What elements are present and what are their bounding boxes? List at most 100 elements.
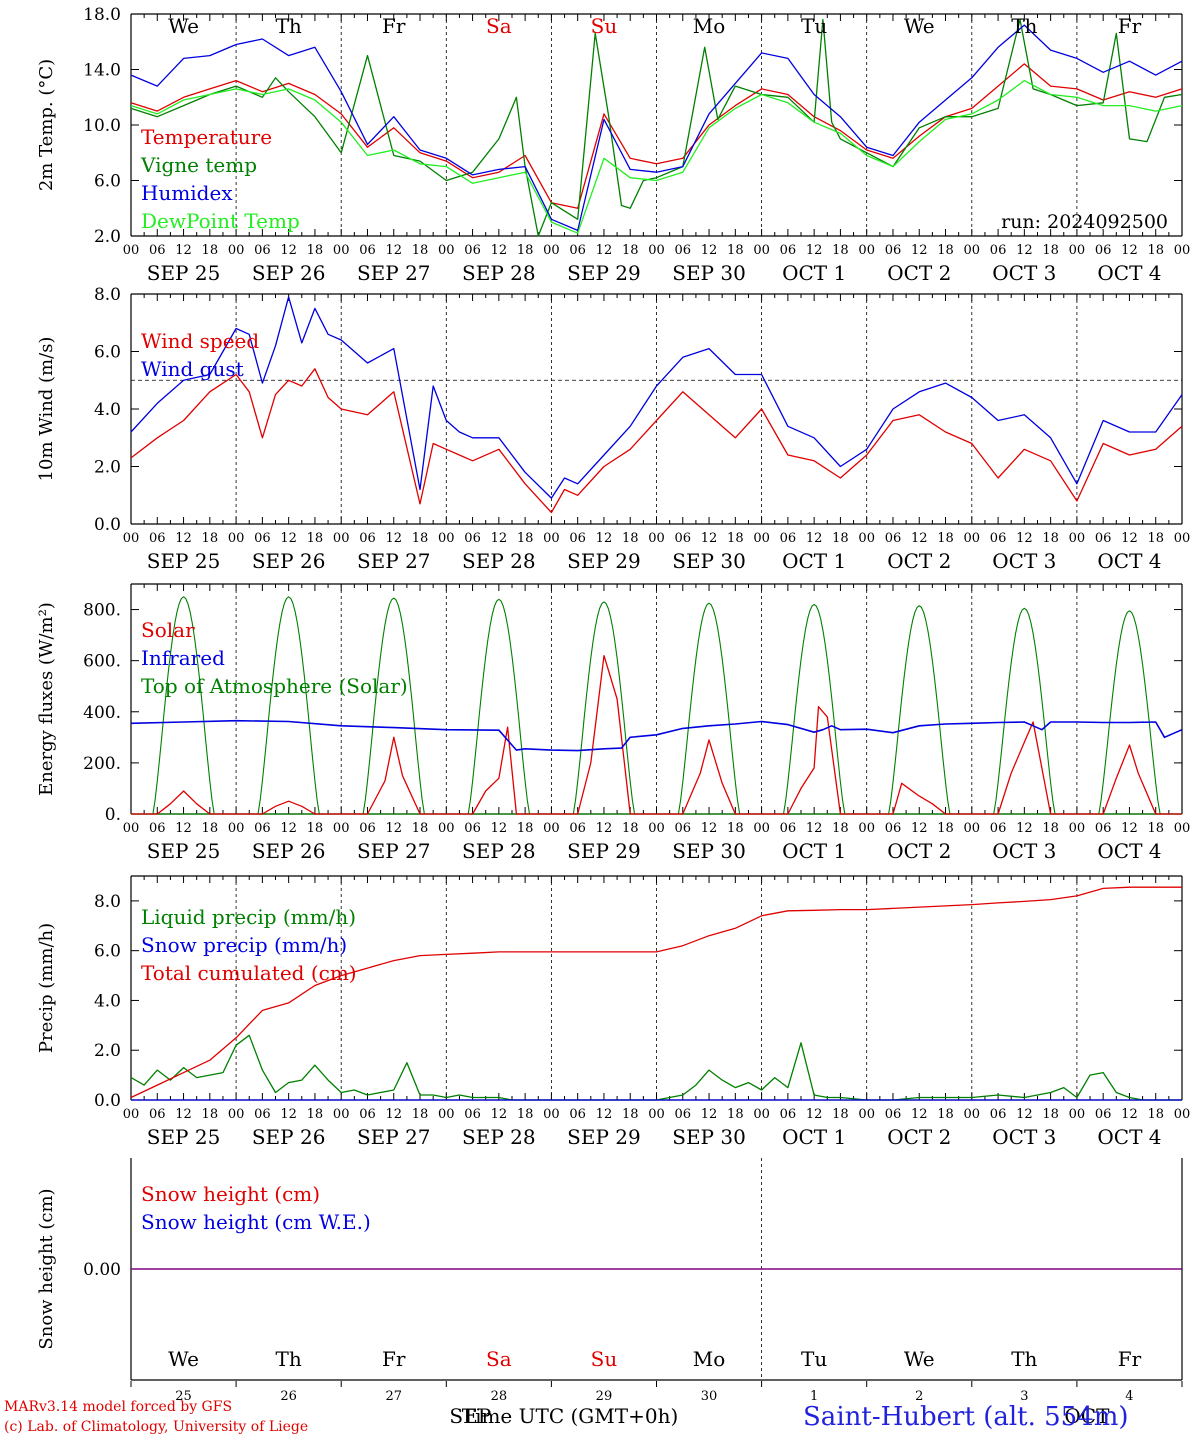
wind-hour-label: 18 bbox=[1042, 531, 1059, 546]
temp-weekday-label: Th bbox=[1011, 14, 1037, 38]
temp-y-axis-label: 2m Temp. (°C) bbox=[36, 59, 57, 191]
wind-hour-label: 18 bbox=[622, 531, 639, 546]
flux-hour-label: 00 bbox=[438, 821, 455, 836]
precip-hour-label: 12 bbox=[175, 1107, 192, 1122]
temp-weekday-label: We bbox=[904, 14, 935, 38]
precip-hour-label: 06 bbox=[569, 1107, 586, 1122]
wind-hour-label: 12 bbox=[280, 531, 297, 546]
precip-hour-label: 00 bbox=[648, 1107, 665, 1122]
temp-date-label: OCT 3 bbox=[992, 261, 1056, 285]
flux-hour-label: 00 bbox=[964, 821, 981, 836]
wind-hour-label: 06 bbox=[990, 531, 1007, 546]
flux-y-tick-label: 600. bbox=[83, 652, 121, 672]
temp-hour-label: 00 bbox=[543, 243, 560, 258]
flux-hour-label: 06 bbox=[359, 821, 376, 836]
flux-hour-label: 00 bbox=[648, 821, 665, 836]
flux-hour-label: 18 bbox=[1147, 821, 1164, 836]
snow-day-number: 29 bbox=[596, 1389, 613, 1404]
temp-y-tick-label: 10.0 bbox=[83, 116, 121, 136]
flux-hour-label: 18 bbox=[832, 821, 849, 836]
temp-hour-label: 00 bbox=[1069, 243, 1086, 258]
flux-hour-label: 00 bbox=[543, 821, 560, 836]
wind-hour-label: 00 bbox=[858, 531, 875, 546]
flux-hour-label: 00 bbox=[1069, 821, 1086, 836]
wind-hour-label: 18 bbox=[1147, 531, 1164, 546]
precip-date-label: SEP 25 bbox=[147, 1125, 221, 1149]
wind-hour-label: 00 bbox=[123, 531, 140, 546]
precip-hour-label: 00 bbox=[333, 1107, 350, 1122]
precip-hour-label: 00 bbox=[543, 1107, 560, 1122]
temp-series-dewpoint-temp bbox=[130, 79, 1183, 234]
temp-hour-label: 06 bbox=[569, 243, 586, 258]
wind-hour-label: 00 bbox=[228, 531, 245, 546]
flux-date-label: SEP 30 bbox=[672, 839, 746, 863]
snow-weekday-label: Fr bbox=[1118, 1347, 1142, 1371]
wind-y-tick-label: 8.0 bbox=[94, 285, 121, 305]
snow-weekday-label: We bbox=[904, 1347, 935, 1371]
flux-hour-label: 18 bbox=[307, 821, 324, 836]
temp-series-humidex bbox=[130, 24, 1183, 232]
snow-day-number: 2 bbox=[915, 1389, 923, 1404]
wind-y-axis-label: 10m Wind (m/s) bbox=[36, 337, 57, 482]
precip-hour-label: 12 bbox=[806, 1107, 823, 1122]
temp-legend-vigne-temp: Vigne temp bbox=[140, 153, 257, 177]
wind-legend-wind-speed: Wind speed bbox=[141, 329, 259, 353]
temp-hour-label: 12 bbox=[280, 243, 297, 258]
precip-date-label: SEP 28 bbox=[462, 1125, 536, 1149]
precip-date-label: OCT 3 bbox=[992, 1125, 1056, 1149]
temp-hour-label: 06 bbox=[780, 243, 797, 258]
temp-weekday-label: Mo bbox=[693, 14, 726, 38]
flux-toa-day-curve bbox=[888, 605, 951, 815]
flux-y-tick-label: 800. bbox=[83, 601, 121, 621]
flux-legend-infrared: Infrared bbox=[141, 646, 225, 670]
wind-date-label: OCT 3 bbox=[992, 549, 1056, 573]
precip-hour-label: 00 bbox=[228, 1107, 245, 1122]
precip-hour-label: 18 bbox=[202, 1107, 219, 1122]
wind-series-wind-gust bbox=[130, 296, 1183, 499]
flux-toa-day-curve bbox=[677, 602, 741, 815]
precip-y-axis-label: Precip (mm/h) bbox=[36, 923, 57, 1053]
precip-hour-label: 00 bbox=[123, 1107, 140, 1122]
temp-y-tick-label: 18.0 bbox=[83, 5, 121, 25]
precip-hour-label: 06 bbox=[464, 1107, 481, 1122]
temp-hour-label: 18 bbox=[622, 243, 639, 258]
temp-hour-label: 00 bbox=[858, 243, 875, 258]
precip-date-label: OCT 2 bbox=[887, 1125, 951, 1149]
flux-hour-label: 06 bbox=[254, 821, 271, 836]
wind-hour-label: 00 bbox=[964, 531, 981, 546]
flux-toa-day-curve bbox=[467, 598, 531, 815]
temp-hour-label: 18 bbox=[1147, 243, 1164, 258]
flux-series-solar bbox=[131, 654, 1182, 815]
flux-y-tick-label: 0. bbox=[105, 805, 121, 825]
precip-hour-label: 06 bbox=[149, 1107, 166, 1122]
lab-credit: (c) Lab. of Climatology, University of L… bbox=[4, 1419, 309, 1435]
wind-hour-label: 06 bbox=[149, 531, 166, 546]
temp-hour-label: 06 bbox=[254, 243, 271, 258]
snow-y-axis-label: Snow height (cm) bbox=[36, 1188, 57, 1349]
wind-hour-label: 06 bbox=[675, 531, 692, 546]
wind-y-tick-label: 4.0 bbox=[94, 400, 121, 420]
precip-hour-label: 12 bbox=[1121, 1107, 1138, 1122]
precip-hour-label: 00 bbox=[964, 1107, 981, 1122]
temp-hour-label: 00 bbox=[648, 243, 665, 258]
wind-hour-label: 06 bbox=[780, 531, 797, 546]
flux-hour-label: 18 bbox=[412, 821, 429, 836]
wind-legend-wind-gust: Wind gust bbox=[141, 357, 244, 381]
wind-hour-label: 18 bbox=[517, 531, 534, 546]
flux-hour-label: 18 bbox=[937, 821, 954, 836]
temp-hour-label: 06 bbox=[675, 243, 692, 258]
flux-toa-day-curve bbox=[993, 607, 1056, 815]
wind-hour-label: 12 bbox=[385, 531, 402, 546]
flux-hour-label: 18 bbox=[517, 821, 534, 836]
snow-day-number: 4 bbox=[1125, 1389, 1133, 1404]
precip-hour-label: 18 bbox=[1042, 1107, 1059, 1122]
snow-weekday-label: We bbox=[168, 1347, 199, 1371]
temp-hour-label: 12 bbox=[596, 243, 613, 258]
wind-hour-label: 06 bbox=[254, 531, 271, 546]
snow-weekday-label: Th bbox=[1011, 1347, 1037, 1371]
precip-hour-label: 06 bbox=[780, 1107, 797, 1122]
wind-hour-label: 06 bbox=[885, 531, 902, 546]
temp-y-tick-label: 2.0 bbox=[94, 227, 121, 247]
wind-hour-label: 18 bbox=[202, 531, 219, 546]
